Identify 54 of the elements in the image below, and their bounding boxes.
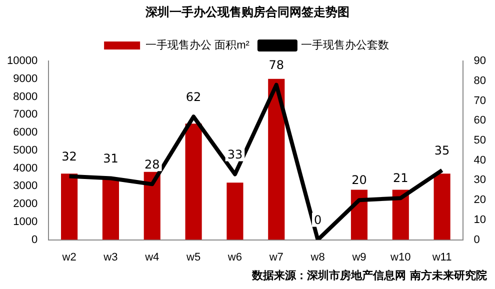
y2-tick-label: 30 [474,174,486,186]
y-tick-label: 1000 [13,216,38,228]
y-tick-label: 2000 [13,198,38,210]
y2-tick-label: 90 [474,55,486,68]
y-tick-label: 9000 [13,72,38,85]
x-tick-label: w8 [310,251,325,264]
data-label: 32 [62,149,77,164]
x-tick-label: w9 [351,251,366,264]
bar [392,190,409,240]
bar [350,190,368,240]
bar [268,78,285,240]
legend-label: 一手现售办公套数 [300,38,389,52]
y2-tick-label: 10 [474,214,486,226]
data-label: 21 [393,171,408,186]
data-label: 33 [227,147,243,162]
y-tick-label: 10000 [6,55,38,68]
x-tick-label: w4 [144,251,160,264]
y-tick-label: 6000 [13,126,38,139]
bar [185,124,202,240]
y2-tick-label: 0 [474,234,480,246]
bar [434,174,450,240]
y2-tick-label: 20 [474,194,486,206]
y2-tick-label: 60 [474,114,486,127]
y-tick-label: 5000 [13,144,38,156]
bar [61,174,78,240]
y2-tick-label: 70 [474,94,486,107]
x-tick-label: w11 [431,251,452,264]
y2-tick-label: 40 [474,154,486,166]
data-label: 0 [314,212,322,227]
x-tick-label: w10 [390,251,411,264]
data-label: 28 [144,157,160,172]
bar [102,179,119,240]
x-tick-label: w7 [268,251,284,264]
y-tick-label: 8000 [13,90,38,103]
y-tick-label: 0 [31,234,38,246]
chart-title: 深圳一手办公现售购房合同网签走势图 [144,4,350,21]
x-tick-label: w2 [61,251,76,264]
legend-label: 一手现售办公 面积m² [146,38,250,52]
data-label: 35 [434,143,450,158]
bar [226,182,244,240]
source-note: 数据来源：深圳市房地产信息网 南方未来研究院 [252,268,487,283]
data-label: 78 [268,58,284,72]
data-label: 20 [352,173,367,188]
bar [144,172,160,240]
y-tick-label: 4000 [13,162,38,174]
y-tick-label: 3000 [13,180,38,192]
x-tick-label: w5 [186,251,201,264]
y-tick-label: 7000 [13,108,38,121]
data-label: 62 [186,90,202,104]
x-tick-label: w3 [102,251,118,264]
y2-tick-label: 50 [474,134,486,146]
data-label: 31 [103,151,118,166]
y2-tick-label: 80 [474,74,486,87]
x-tick-label: w6 [226,251,242,264]
